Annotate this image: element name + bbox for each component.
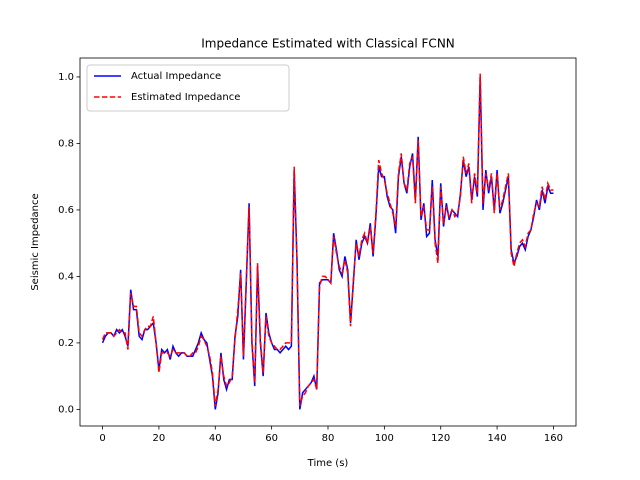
- y-tick-label: 0.2: [58, 338, 74, 349]
- y-axis-label: Seismic Impedance: [30, 193, 41, 290]
- series-line: [101, 73, 554, 407]
- x-tick-label: 100: [375, 433, 394, 444]
- y-tick-label: 0.6: [58, 205, 74, 216]
- axes-frame: [79, 57, 577, 427]
- y-tick-label: 0.4: [58, 271, 74, 282]
- x-tick-label: 80: [322, 433, 335, 444]
- x-tick-label: 0: [99, 433, 105, 444]
- x-tick-label: 20: [153, 433, 166, 444]
- legend-label: Actual Impedance: [131, 71, 221, 82]
- x-tick-label: 40: [209, 433, 222, 444]
- x-tick-label: 140: [488, 433, 507, 444]
- x-tick-label: 60: [265, 433, 278, 444]
- legend-box: [86, 64, 290, 112]
- chart-title: Impedance Estimated with Classical FCNN: [201, 37, 455, 51]
- legend-label: Estimated Impedance: [131, 92, 240, 103]
- x-tick-label: 160: [544, 433, 563, 444]
- y-tick-label: 0.8: [58, 138, 74, 149]
- y-tick-label: 0.0: [58, 404, 74, 415]
- x-tick-label: 120: [431, 433, 450, 444]
- y-tick-label: 1.0: [58, 72, 74, 83]
- x-axis-label: Time (s): [307, 458, 349, 469]
